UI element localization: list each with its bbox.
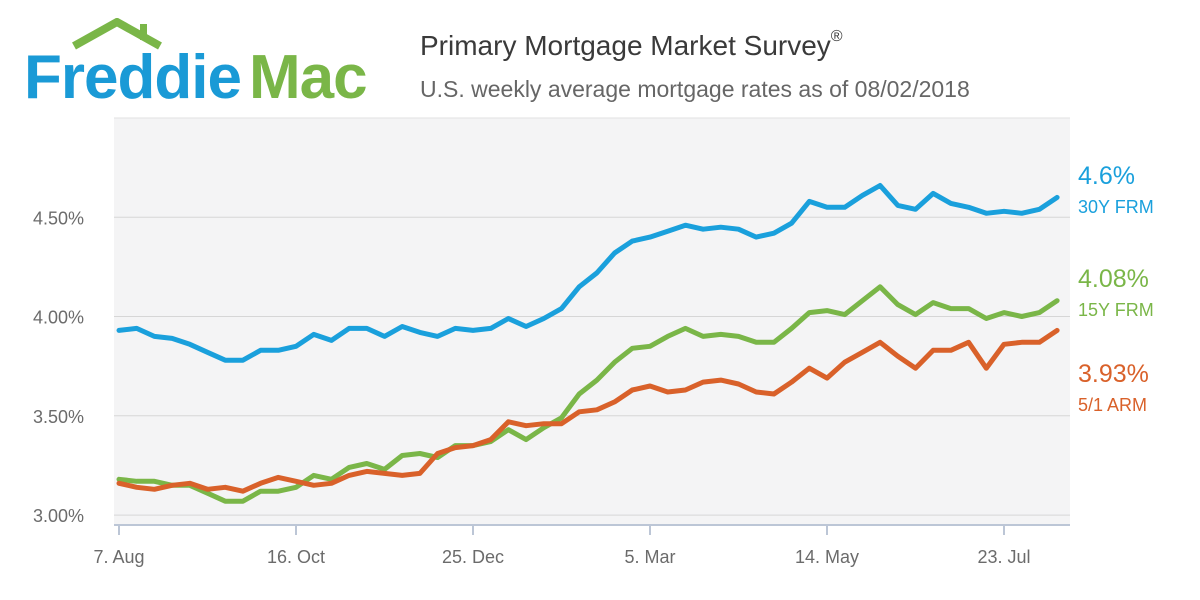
y-tick-label: 3.50%	[33, 407, 84, 427]
registered-mark: ®	[830, 27, 843, 45]
x-tick-label: 23. Jul	[977, 547, 1030, 567]
logo-chimney	[140, 24, 147, 40]
freddie-mac-logo: Freddie Mac	[24, 18, 368, 108]
end-value-5-1-arm: 3.93%	[1078, 360, 1149, 388]
x-tick-label: 16. Oct	[267, 547, 325, 567]
series-lines	[116, 183, 1060, 504]
y-tick-label: 4.50%	[33, 208, 84, 228]
chart-title: Primary Mortgage Market Survey®	[420, 27, 843, 62]
x-axis: 7. Aug 16. Oct 25. Dec 5. Mar 14. May 23. Jul	[93, 524, 1070, 567]
chart-subtitle: U.S. weekly average mortgage rates as of…	[420, 76, 970, 102]
x-tick-label: 14. May	[795, 547, 859, 567]
y-axis: 3.00% 3.50% 4.00% 4.50%	[33, 208, 84, 526]
x-tick-label: 5. Mar	[624, 547, 675, 567]
end-labels: 4.6% 30Y FRM 4.08% 15Y FRM 3.93% 5/1 ARM	[1078, 162, 1154, 415]
series-line-15y-frm	[116, 284, 1060, 504]
y-tick-label: 3.00%	[33, 506, 84, 526]
x-tick-label: 7. Aug	[93, 547, 144, 567]
series-name-30y-frm: 30Y FRM	[1078, 197, 1154, 217]
end-value-30y-frm: 4.6%	[1078, 162, 1135, 190]
series-name-5-1-arm: 5/1 ARM	[1078, 395, 1147, 415]
logo-text-freddie: Freddie	[24, 43, 241, 108]
chart-title-text: Primary Mortgage Market Survey	[420, 30, 831, 61]
logo-text-mac: Mac	[249, 43, 367, 108]
series-name-15y-frm: 15Y FRM	[1078, 300, 1154, 320]
end-value-15y-frm: 4.08%	[1078, 265, 1149, 293]
plot-background	[114, 118, 1070, 525]
y-tick-label: 4.00%	[33, 308, 84, 328]
series-line-30y-frm	[116, 183, 1060, 363]
series-line-5-1-arm	[116, 327, 1060, 494]
x-tick-label: 25. Dec	[442, 547, 504, 567]
grid-lines	[114, 117, 1070, 516]
